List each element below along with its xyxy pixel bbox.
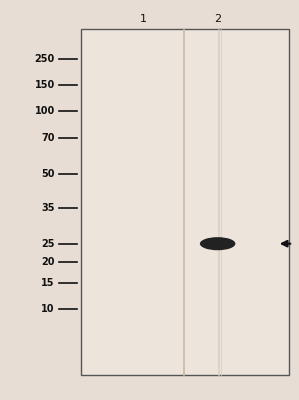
Text: 2: 2 bbox=[214, 14, 221, 24]
Text: 20: 20 bbox=[41, 256, 55, 266]
Bar bbox=[81, 29, 289, 375]
Text: 70: 70 bbox=[41, 134, 55, 144]
Text: 250: 250 bbox=[34, 54, 55, 64]
Text: 15: 15 bbox=[41, 278, 55, 288]
Ellipse shape bbox=[200, 237, 235, 250]
Text: 10: 10 bbox=[41, 304, 55, 314]
Text: 100: 100 bbox=[34, 106, 55, 116]
Text: 50: 50 bbox=[41, 169, 55, 179]
Text: 35: 35 bbox=[41, 203, 55, 213]
Text: 150: 150 bbox=[34, 80, 55, 90]
Text: 25: 25 bbox=[41, 239, 55, 249]
Text: 1: 1 bbox=[140, 14, 147, 24]
